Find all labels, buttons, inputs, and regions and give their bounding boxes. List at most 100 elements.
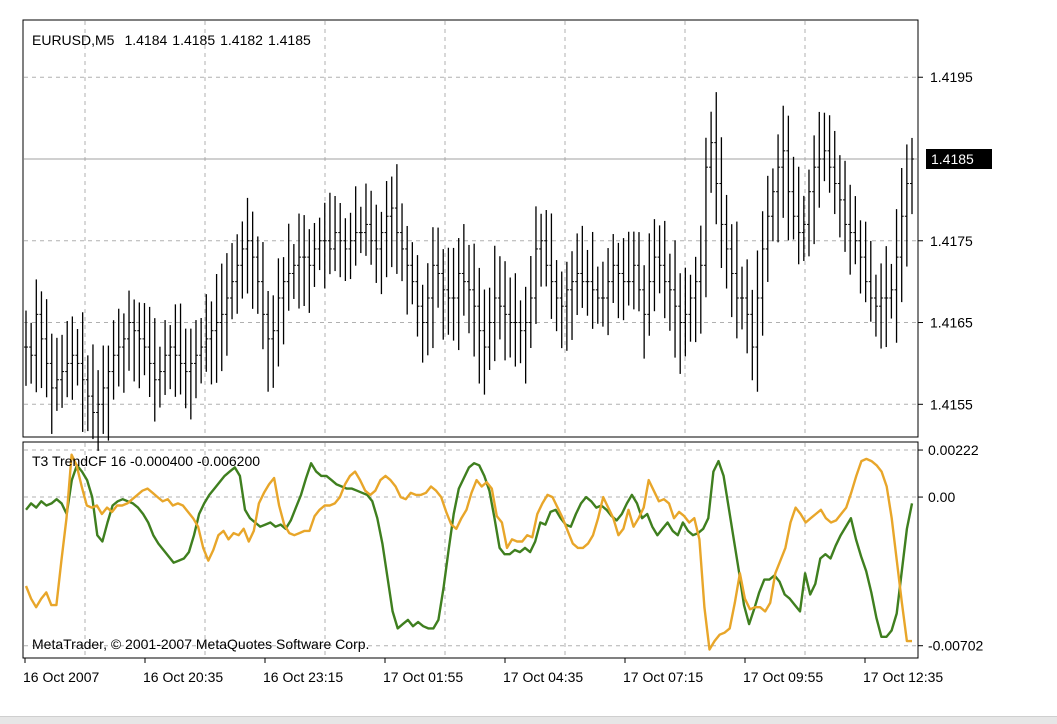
ohlc-bar-17	[111, 320, 116, 400]
ohlc-bar-131	[698, 225, 703, 334]
ohlc-bar-15	[101, 345, 106, 434]
ohlc-bar-110	[590, 231, 595, 329]
ohlc-bar-113	[606, 248, 611, 336]
ohlc-bar-30	[178, 303, 183, 395]
ohlc-bar-71	[389, 176, 394, 268]
ohlc-bar-91	[492, 245, 497, 362]
ohlc-bar-89	[482, 289, 487, 395]
main-y-tick-label-3: 1.4155	[930, 396, 973, 412]
ohlc-bar-37	[214, 274, 219, 383]
ohlc-bar-38	[219, 263, 224, 372]
ohlc-bar-98	[528, 256, 533, 349]
ohlc-bar-106	[570, 251, 575, 340]
x-tick-label-4: 17 Oct 04:35	[503, 669, 583, 685]
ohlc-bar-109	[585, 249, 590, 316]
ohlc-bar-40	[230, 243, 235, 320]
main-pane-frame	[22, 19, 919, 438]
ohlc-bar-39	[224, 253, 229, 356]
ohlc-bar-64	[353, 186, 358, 266]
ohlc-bar-8	[65, 320, 70, 398]
ohlc-bar-120	[642, 265, 647, 359]
indicator-series-0	[25, 459, 914, 638]
ohlc-bar-59	[327, 192, 332, 275]
ohlc-bar-146	[776, 134, 781, 243]
ohlc-bar-164	[868, 240, 873, 322]
ohlc-bar-101	[544, 210, 549, 287]
ohlc-bar-28	[168, 325, 173, 390]
ohlc-bar-13	[90, 344, 95, 440]
ohlc-bar-132	[703, 137, 708, 298]
main-y-tick-label-0: 1.4195	[930, 69, 973, 85]
ohlc-bar-158	[837, 155, 842, 238]
ohlc-bar-49	[276, 258, 281, 367]
ohlc-bar-16	[106, 345, 111, 441]
ohlc-bar-135	[719, 137, 724, 269]
ohlc-bar-33	[193, 320, 198, 399]
indicator-series-1	[24, 453, 912, 651]
ohlc-bar-9	[70, 316, 75, 400]
ohlc-bar-117	[626, 231, 631, 306]
x-tick-label-2: 16 Oct 23:15	[263, 669, 343, 685]
ohlc-bar-152	[806, 169, 811, 257]
ohlc-bar-84	[456, 238, 461, 351]
ohlc-bar-14	[96, 370, 101, 451]
ohlc-bar-81	[441, 249, 446, 340]
ohlc-bar-60	[333, 195, 338, 272]
ohlc-bar-92	[497, 256, 502, 340]
ohlc-bar-31	[183, 328, 188, 409]
ohlc-bar-46	[260, 242, 265, 350]
ohlc-bar-102	[549, 213, 554, 319]
main-y-tick-label-2: 1.4165	[930, 315, 973, 331]
ohlc-bar-10	[75, 329, 80, 386]
ohlc-bar-62	[343, 218, 348, 282]
ohlc-bar-100	[539, 213, 544, 287]
ohlc-bar-105	[564, 261, 569, 351]
indicator-lines	[24, 453, 914, 651]
ohlc-bar-29	[173, 304, 178, 397]
ohlc-bar-168	[889, 263, 894, 319]
x-tick-label-0: 16 Oct 2007	[23, 669, 99, 685]
ohlc-bar-43	[245, 197, 250, 294]
ohlc-bar-27	[163, 320, 168, 395]
x-tick-label-3: 17 Oct 01:55	[383, 669, 463, 685]
ohlc-bar-79	[430, 227, 435, 349]
ohlc-bar-154	[817, 111, 822, 208]
ohlc-bar-66	[363, 183, 368, 256]
ohlc-bar-93	[503, 261, 508, 361]
ohlc-bar-128	[683, 267, 688, 357]
ohlc-bar-72	[394, 164, 399, 274]
ohlc-bar-52	[291, 244, 296, 299]
ohlc-bar-51	[286, 223, 291, 311]
ohlc-bar-133	[709, 111, 714, 193]
ohlc-bar-166	[879, 263, 884, 349]
ohlc-bar-83	[451, 247, 456, 341]
ohlc-bar-136	[724, 194, 729, 289]
ohlc-bar-145	[770, 168, 775, 242]
ohlc-bar-25	[152, 318, 157, 422]
ohlc-bar-82	[446, 247, 451, 335]
ohlc-bar-80	[436, 227, 441, 308]
ohlc-bar-70	[384, 181, 389, 278]
ohlc-bar-171	[904, 144, 909, 267]
ohlc-bar-63	[348, 212, 353, 280]
ohlc-bar-11	[80, 312, 85, 432]
ohlc-bar-103	[554, 260, 559, 332]
ohlc-bar-161	[853, 196, 858, 265]
ohlc-bar-123	[657, 225, 662, 294]
ohlc-bar-121	[647, 233, 652, 336]
ind-y-tick-label-0: 0.00222	[928, 442, 979, 458]
ohlc-bar-65	[358, 206, 363, 254]
current-price-badge	[926, 149, 992, 169]
ind-y-tick-label-1: 0.00	[928, 489, 955, 505]
ohlc-bar-53	[297, 213, 302, 309]
x-tick-label-7: 17 Oct 12:35	[863, 669, 943, 685]
ohlc-bar-0	[24, 310, 28, 386]
ohlc-bar-45	[255, 236, 260, 314]
ohlc-bar-108	[580, 225, 585, 308]
ohlc-bar-61	[338, 203, 343, 278]
ohlc-bar-118	[631, 231, 636, 310]
ohlc-bar-3	[39, 291, 44, 389]
ohlc-bar-41	[235, 234, 240, 314]
ohlc-bar-125	[667, 253, 672, 331]
